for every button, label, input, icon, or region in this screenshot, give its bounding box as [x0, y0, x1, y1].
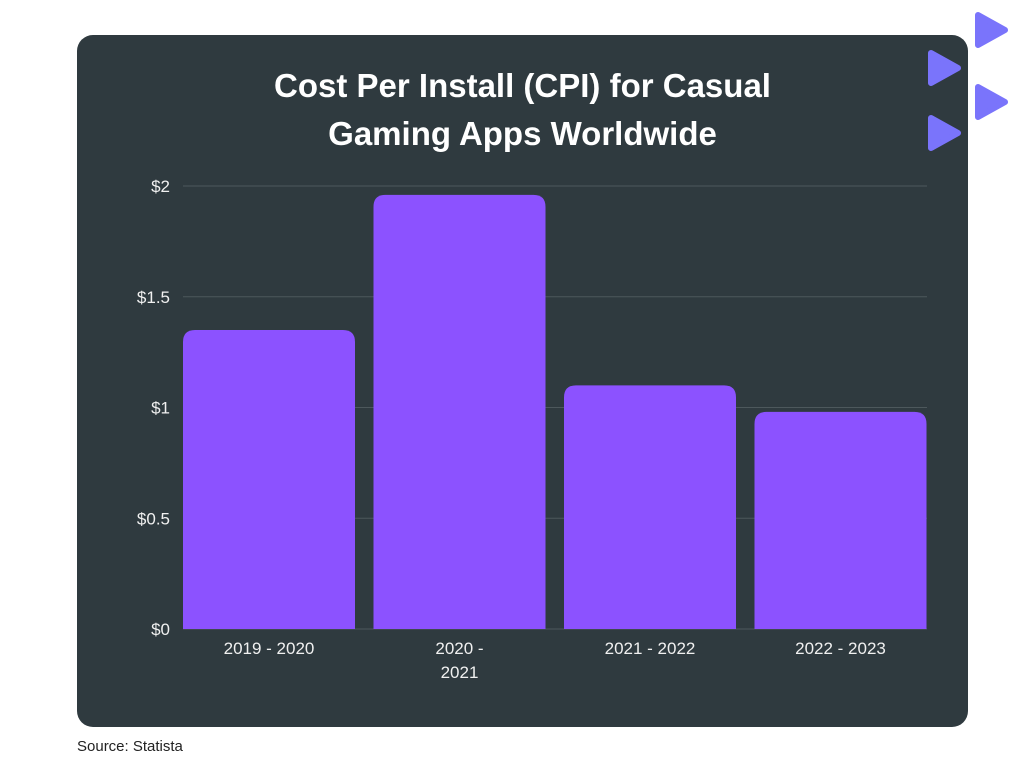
bar	[564, 385, 736, 629]
x-tick-label: 2021	[441, 663, 479, 682]
y-tick-label: $0.5	[137, 509, 170, 528]
play-icon	[928, 115, 961, 151]
bar	[373, 194, 546, 630]
y-tick-label: $1	[151, 399, 170, 418]
bar	[754, 411, 927, 629]
play-icon	[928, 50, 961, 86]
play-icon	[975, 84, 1008, 120]
bar	[183, 329, 355, 629]
chart-title: Cost Per Install (CPI) for Casual Gaming…	[77, 62, 968, 158]
source-note: Source: Statista	[77, 738, 183, 755]
x-tick-label: 2019 - 2020	[224, 639, 315, 658]
title-line-1: Cost Per Install (CPI) for Casual	[274, 67, 771, 104]
y-tick-label: $0	[151, 620, 170, 639]
x-tick-label: 2022 - 2023	[795, 639, 886, 658]
y-tick-label: $1.5	[137, 288, 170, 307]
play-icon	[975, 12, 1008, 48]
x-tick-label: 2020 -	[435, 639, 483, 658]
x-tick-label: 2021 - 2022	[605, 639, 696, 658]
y-tick-label: $2	[151, 177, 170, 196]
title-line-2: Gaming Apps Worldwide	[328, 115, 717, 152]
play-icons-decoration	[928, 12, 1008, 151]
